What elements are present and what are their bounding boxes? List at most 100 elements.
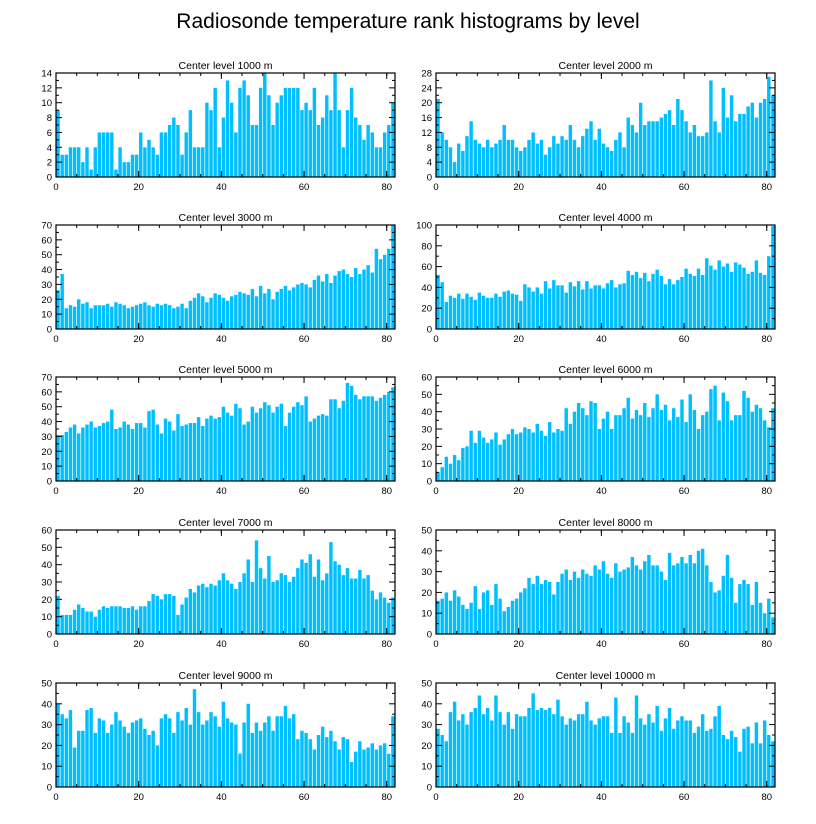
bar [552, 594, 556, 634]
bar [110, 606, 114, 634]
y-tick-label: 30 [421, 425, 432, 436]
bar [163, 714, 168, 787]
bar [676, 280, 680, 329]
y-tick-label: 0 [47, 173, 52, 184]
x-tick-label: 80 [381, 334, 392, 345]
bar [444, 741, 449, 787]
bar [283, 87, 288, 177]
bar [709, 582, 713, 634]
x-tick-label: 20 [133, 639, 144, 650]
bar [527, 139, 531, 177]
bar [143, 606, 147, 634]
bar [283, 575, 288, 634]
bar [742, 390, 746, 481]
bar [572, 571, 577, 634]
bar [618, 732, 622, 787]
bar [655, 121, 659, 177]
bar [543, 579, 548, 634]
bar [510, 728, 515, 787]
bar [188, 423, 193, 481]
bar [473, 707, 477, 787]
bar [358, 399, 362, 481]
bar [651, 408, 655, 481]
y-tick-label: 10 [41, 762, 52, 773]
bar [370, 396, 374, 481]
bar [564, 292, 568, 329]
bar [242, 293, 246, 329]
y-tick-label: 20 [41, 447, 52, 458]
bar [81, 162, 85, 177]
panel-3: Center level 4000 m 0 20 40 60 80 0 20 40 60 80 100 [416, 212, 776, 345]
bar [485, 297, 490, 329]
bar [498, 712, 502, 787]
bar [771, 617, 775, 634]
bar [597, 128, 602, 177]
bar [676, 563, 680, 634]
y-tick-label: 60 [41, 387, 52, 398]
y-tick-label: 0 [427, 477, 432, 488]
bar [688, 720, 692, 787]
bar [283, 285, 288, 329]
bar [494, 293, 498, 329]
bar [576, 281, 581, 329]
y-tick-label: 30 [421, 720, 432, 731]
x-tick-label: 80 [761, 486, 772, 497]
bar [572, 411, 577, 481]
y-tick-label: 0 [427, 173, 432, 184]
bar [366, 396, 370, 481]
bar [581, 136, 585, 177]
x-tick-label: 0 [53, 792, 58, 803]
y-tick-label: 30 [421, 567, 432, 578]
x-tick-label: 60 [299, 182, 310, 193]
bar [481, 592, 486, 634]
bar [725, 401, 730, 481]
bar [126, 308, 131, 329]
bar [159, 599, 164, 634]
bar [101, 132, 106, 177]
bar [209, 110, 213, 177]
y-tick-label: 2 [47, 158, 52, 169]
bar [659, 275, 664, 329]
bar [705, 565, 709, 634]
bar [457, 143, 461, 177]
bar [523, 147, 527, 177]
bar [490, 439, 494, 481]
bar [523, 427, 527, 481]
bar [97, 426, 102, 481]
bar [672, 408, 676, 481]
bar [672, 125, 676, 177]
bar [184, 707, 188, 787]
bar [382, 254, 387, 329]
bar [684, 268, 688, 329]
x-tick-label: 0 [433, 182, 438, 193]
bar [564, 408, 568, 481]
x-tick-label: 0 [53, 334, 58, 345]
bar [696, 550, 701, 634]
bar [535, 423, 539, 481]
bar [304, 562, 308, 634]
bar [345, 382, 350, 481]
bar [110, 132, 114, 177]
x-tick-label: 20 [133, 792, 144, 803]
bar [618, 571, 622, 634]
bar [172, 308, 176, 329]
bar [461, 298, 465, 329]
y-tick-label: 20 [421, 98, 432, 109]
bar [341, 269, 346, 329]
bar [130, 606, 135, 634]
y-tick-label: 50 [421, 526, 432, 537]
bar [271, 582, 275, 634]
bar [630, 418, 635, 481]
bar [452, 590, 457, 634]
bar [436, 274, 440, 329]
bar [345, 274, 350, 329]
bar [341, 575, 346, 634]
bar [750, 271, 754, 329]
bar [201, 583, 205, 634]
bar [159, 305, 164, 329]
bar [626, 567, 630, 634]
bar [97, 132, 102, 177]
bar [547, 422, 552, 481]
bar [105, 132, 110, 177]
bar [279, 403, 284, 481]
